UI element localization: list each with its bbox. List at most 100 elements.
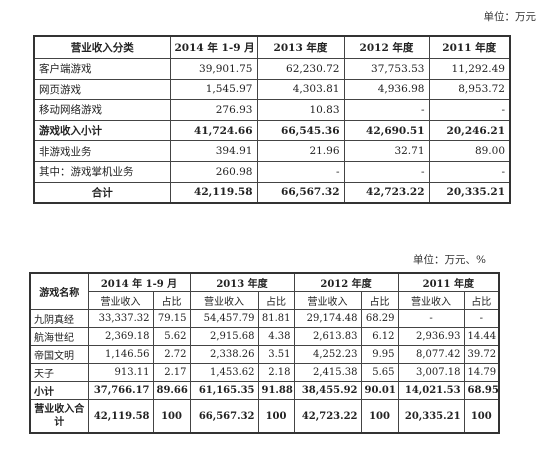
cell: 11,292.49	[428, 58, 511, 80]
cell: 1,146.56	[87, 345, 154, 364]
cell: 913.11	[87, 363, 154, 382]
revenue-by-category-table: 营业收入分类 2014 年 1-9 月 2013 年度 2012 年度 2011…	[33, 35, 511, 205]
cell: 62,230.72	[256, 58, 345, 80]
row-label: 合计	[33, 181, 171, 204]
cell: 1,453.62	[189, 363, 259, 382]
table-row: 客户端游戏 39,901.75 62,230.72 37,753.53 11,2…	[33, 58, 511, 80]
cell: 2,415.38	[293, 363, 362, 382]
cell: 29,174.48	[293, 309, 362, 328]
cell: -	[428, 160, 511, 183]
cell: 21.96	[256, 140, 345, 162]
header-2011: 2011 年度	[397, 272, 500, 292]
cell: 89.66	[152, 381, 191, 400]
subheader-share: 占比	[360, 291, 399, 310]
cell: 2.18	[257, 363, 295, 382]
cell: 61,165.35	[189, 381, 259, 400]
cell: -	[397, 309, 465, 328]
cell: 4,252.23	[293, 345, 362, 364]
cell: 5.65	[360, 363, 399, 382]
subtotal-row: 小计 37,766.17 89.66 61,165.35 91.88 38,45…	[29, 381, 500, 400]
total-row: 营业收入合计 42,119.58 100 66,567.32 100 42,72…	[29, 399, 500, 434]
table2-header-row: 游戏名称 2014 年 1-9 月 2013 年度 2012 年度 2011 年…	[29, 272, 500, 310]
cell: 2,369.18	[87, 327, 154, 346]
cell: 32.71	[343, 140, 430, 162]
row-label: 其中：游戏掌机业务	[33, 160, 171, 183]
table-row: 非游戏业务 394.91 21.96 32.71 89.00	[33, 140, 511, 162]
cell: 276.93	[169, 99, 258, 121]
table-row: 帝国文明 1,146.56 2.72 2,338.26 3.51 4,252.2…	[29, 345, 500, 364]
cell: 100	[257, 399, 295, 434]
table-row: 其中：游戏掌机业务 260.98 - - -	[33, 160, 511, 183]
revenue-by-game-table: 游戏名称 2014 年 1-9 月 2013 年度 2012 年度 2011 年…	[29, 272, 501, 434]
cell: 14.44	[463, 327, 500, 346]
cell: 37,753.53	[343, 58, 430, 80]
cell: 2,915.68	[189, 327, 259, 346]
table-row: 移动网络游戏 276.93 10.83 - -	[33, 99, 511, 121]
header-category: 营业收入分类	[33, 35, 171, 59]
cell: 8,077.42	[397, 345, 465, 364]
cell: 100	[152, 399, 191, 434]
subheader-revenue: 营业收入	[293, 291, 362, 310]
cell: 39.72	[463, 345, 500, 364]
row-label: 非游戏业务	[33, 140, 171, 162]
game-name: 小计	[29, 381, 89, 400]
cell: 42,723.22	[343, 181, 430, 204]
game-name: 航海世纪	[29, 327, 89, 346]
header-2013: 2013 年度	[256, 35, 345, 59]
cell: 90.01	[360, 381, 399, 400]
cell: 42,119.58	[169, 181, 258, 204]
game-name: 九阴真经	[29, 309, 89, 328]
cell: 20,246.21	[428, 119, 511, 142]
cell: 10.83	[256, 99, 345, 121]
table-row: 九阴真经 33,337.32 79.15 54,457.79 81.81 29,…	[29, 309, 500, 328]
table2-subheader-row: 营业收入 占比 营业收入 占比 营业收入 占比 营业收入 占比	[30, 291, 500, 310]
cell: 14.79	[463, 363, 500, 382]
cell: 41,724.66	[169, 119, 258, 142]
cell: 4,303.81	[256, 78, 345, 101]
cell: -	[428, 99, 511, 121]
table-row: 航海世纪 2,369.18 5.62 2,915.68 4.38 2,613.8…	[29, 327, 500, 346]
row-label: 网页游戏	[33, 78, 171, 101]
game-name: 天子	[29, 363, 89, 382]
header-2012: 2012 年度	[343, 35, 430, 59]
header-game-name: 游戏名称	[29, 272, 89, 310]
cell: 79.15	[152, 309, 191, 328]
cell: 14,021.53	[397, 381, 465, 400]
cell: 68.29	[360, 309, 399, 328]
cell: 100	[360, 399, 399, 434]
cell: 3,007.18	[397, 363, 465, 382]
cell: 20,335.21	[428, 181, 511, 204]
table-row: 网页游戏 1,545.97 4,303.81 4,936.98 8,953.72	[33, 78, 511, 101]
unit-label-bottom: 单位：万元、%	[413, 254, 486, 266]
cell: 394.91	[169, 140, 258, 162]
cell: 42,119.58	[87, 399, 154, 434]
header-2011: 2011 年度	[428, 35, 511, 59]
subheader-share: 占比	[463, 291, 500, 310]
cell: 6.12	[360, 327, 399, 346]
cell: -	[343, 160, 430, 183]
subheader-share: 占比	[152, 291, 191, 310]
cell: 37,766.17	[87, 381, 154, 400]
cell: 81.81	[257, 309, 295, 328]
cell: 39,901.75	[169, 58, 258, 80]
row-label: 移动网络游戏	[33, 99, 171, 121]
cell: 4.38	[257, 327, 295, 346]
header-2012: 2012 年度	[293, 272, 399, 292]
game-name: 帝国文明	[29, 345, 89, 364]
cell: -	[463, 309, 500, 328]
cell: 66,567.32	[189, 399, 259, 434]
cell: 66,567.32	[256, 181, 345, 204]
cell: -	[343, 99, 430, 121]
cell: 100	[463, 399, 500, 434]
cell: 2,613.83	[293, 327, 362, 346]
subheader-revenue: 营业收入	[87, 291, 154, 310]
cell: 54,457.79	[189, 309, 259, 328]
cell: 3.51	[257, 345, 295, 364]
header-2014: 2014 年 1-9 月	[87, 272, 191, 292]
cell: 9.95	[360, 345, 399, 364]
cell: -	[256, 160, 345, 183]
cell: 2,936.93	[397, 327, 465, 346]
cell: 8,953.72	[428, 78, 511, 101]
subheader-revenue: 营业收入	[189, 291, 259, 310]
game-name: 营业收入合计	[29, 399, 89, 434]
